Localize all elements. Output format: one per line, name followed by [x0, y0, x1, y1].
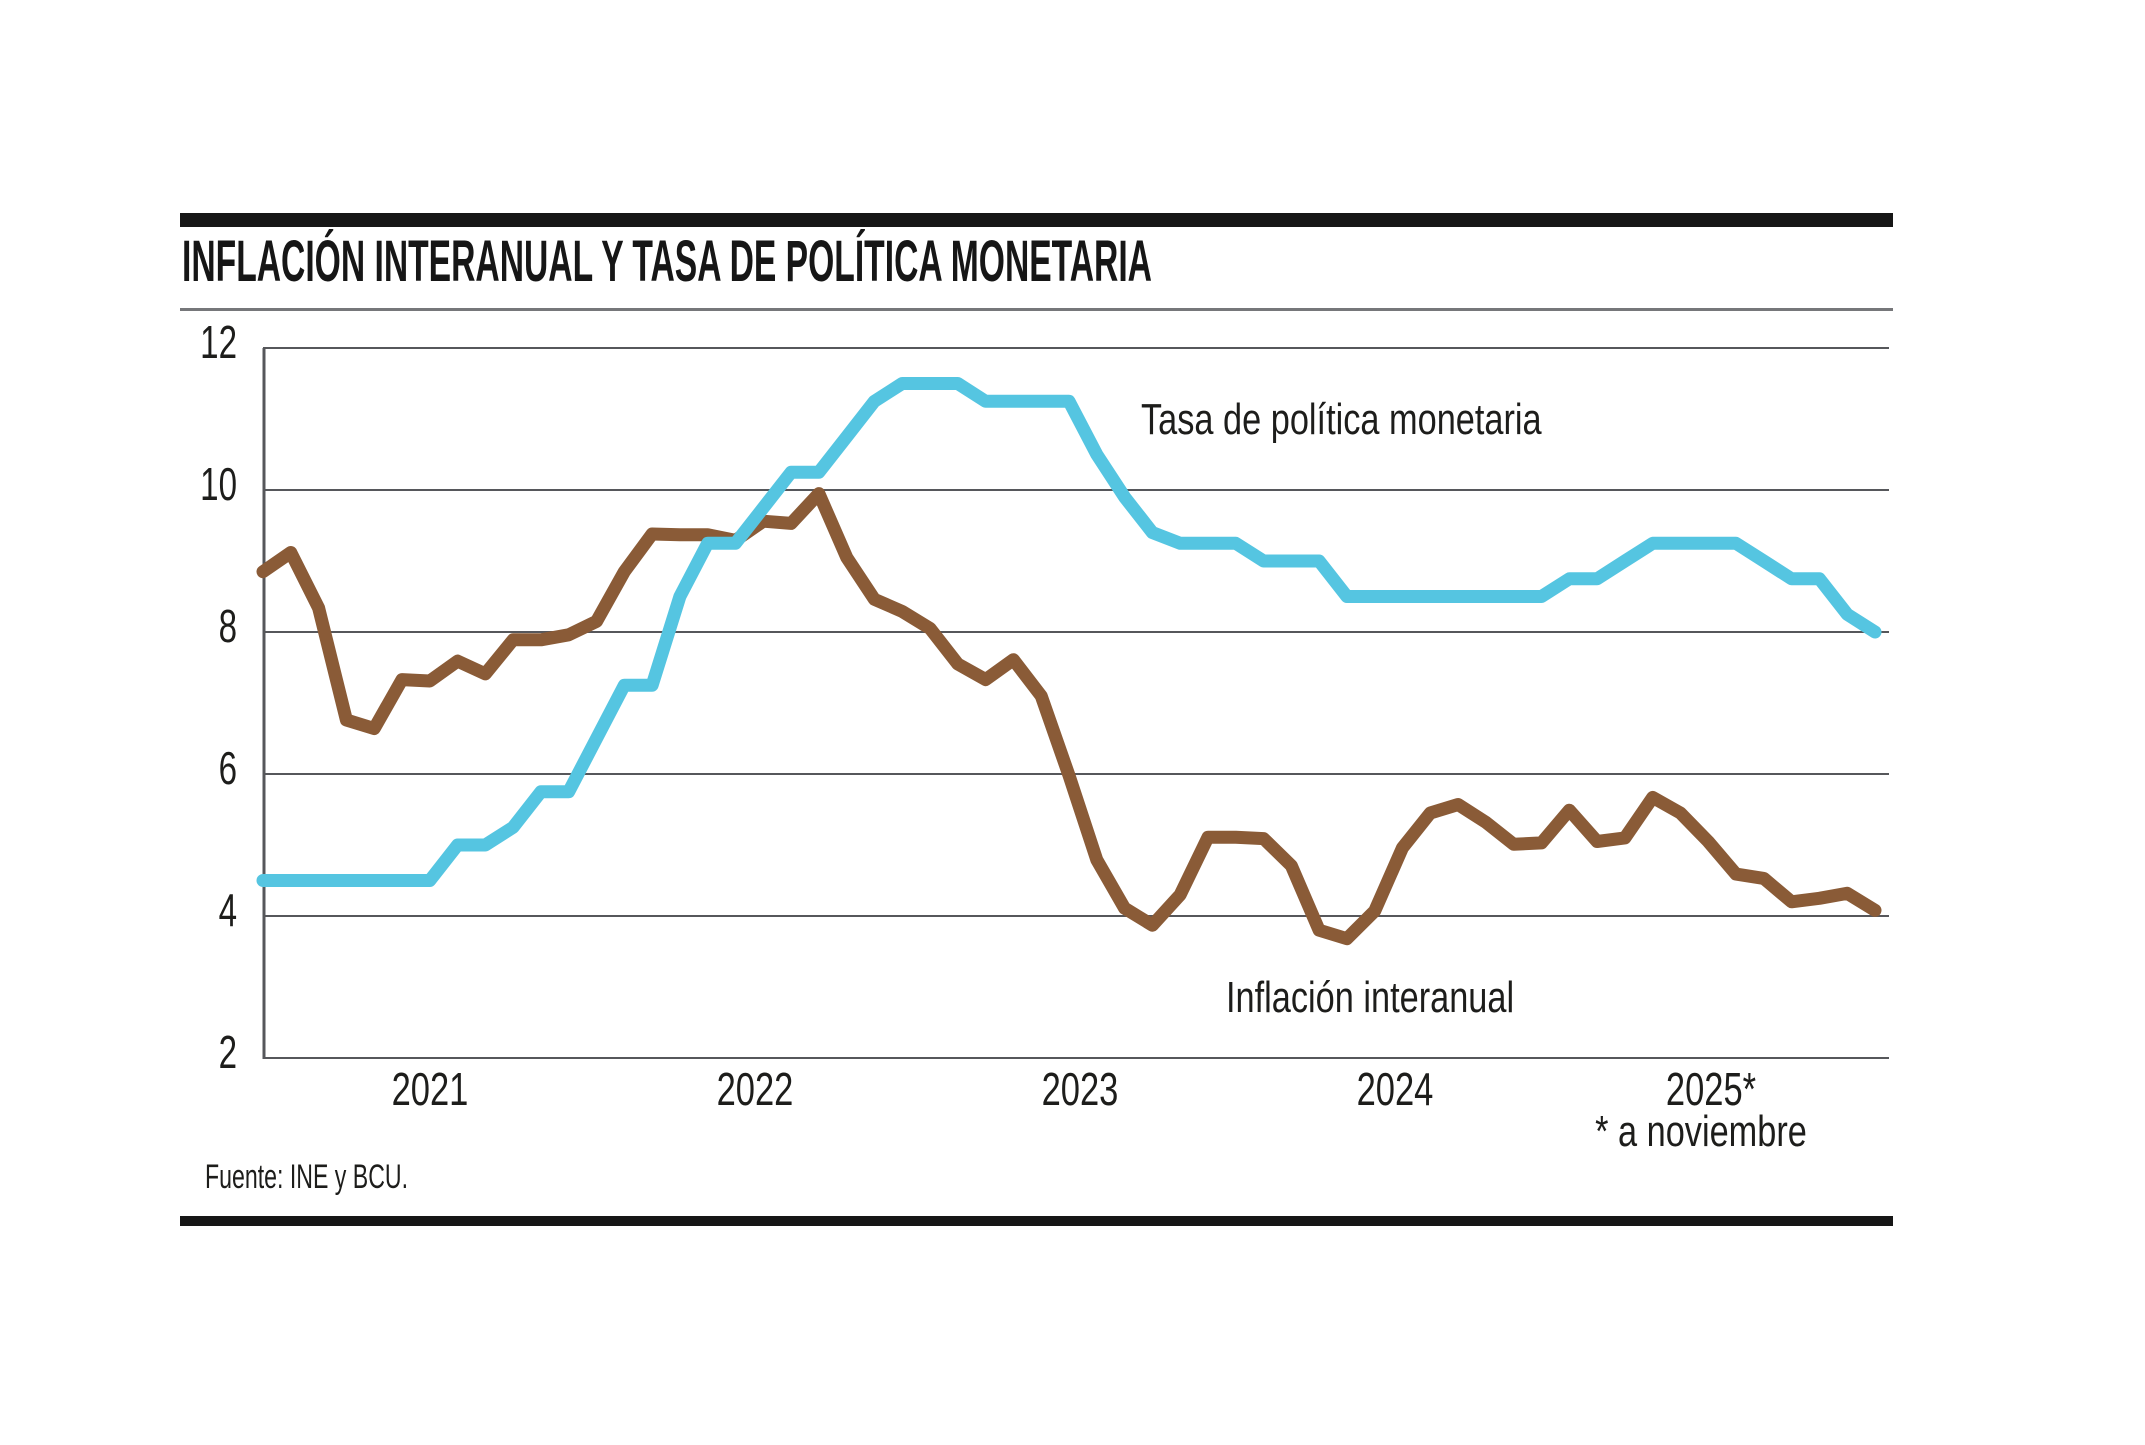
x-tick-label-2023: 2023	[1041, 1063, 1119, 1115]
source-note: Fuente: INE y BCU.	[205, 1158, 409, 1196]
y-tick-label-4: 4	[218, 884, 237, 936]
footnote-asterisk-note: * a noviembre	[1595, 1107, 1807, 1156]
y-tick-label-6: 6	[218, 742, 237, 794]
y-tick-label-10: 10	[200, 458, 237, 510]
x-tick-label-2024: 2024	[1356, 1063, 1434, 1115]
top-rule-bar	[180, 213, 1893, 227]
y-tick-label-8: 8	[218, 600, 237, 652]
x-tick-label-2021: 2021	[391, 1063, 469, 1115]
inflation-line	[256, 487, 1882, 946]
policy-rate-line	[256, 377, 1882, 887]
y-tick-label-2: 2	[218, 1026, 237, 1078]
chart-title: INFLACIÓN INTERANUAL Y TASA DE POLÍTICA …	[182, 229, 1152, 294]
series-label-policy-rate: Tasa de política monetaria	[1141, 395, 1542, 444]
y-tick-label-12: 12	[200, 316, 237, 368]
x-tick-label-2025: 2025*	[1665, 1063, 1757, 1115]
bottom-rule-bar	[180, 1216, 1893, 1226]
x-tick-label-2022: 2022	[716, 1063, 794, 1115]
series-label-inflation: Inflación interanual	[1226, 973, 1515, 1022]
title-divider-rule	[180, 308, 1893, 311]
